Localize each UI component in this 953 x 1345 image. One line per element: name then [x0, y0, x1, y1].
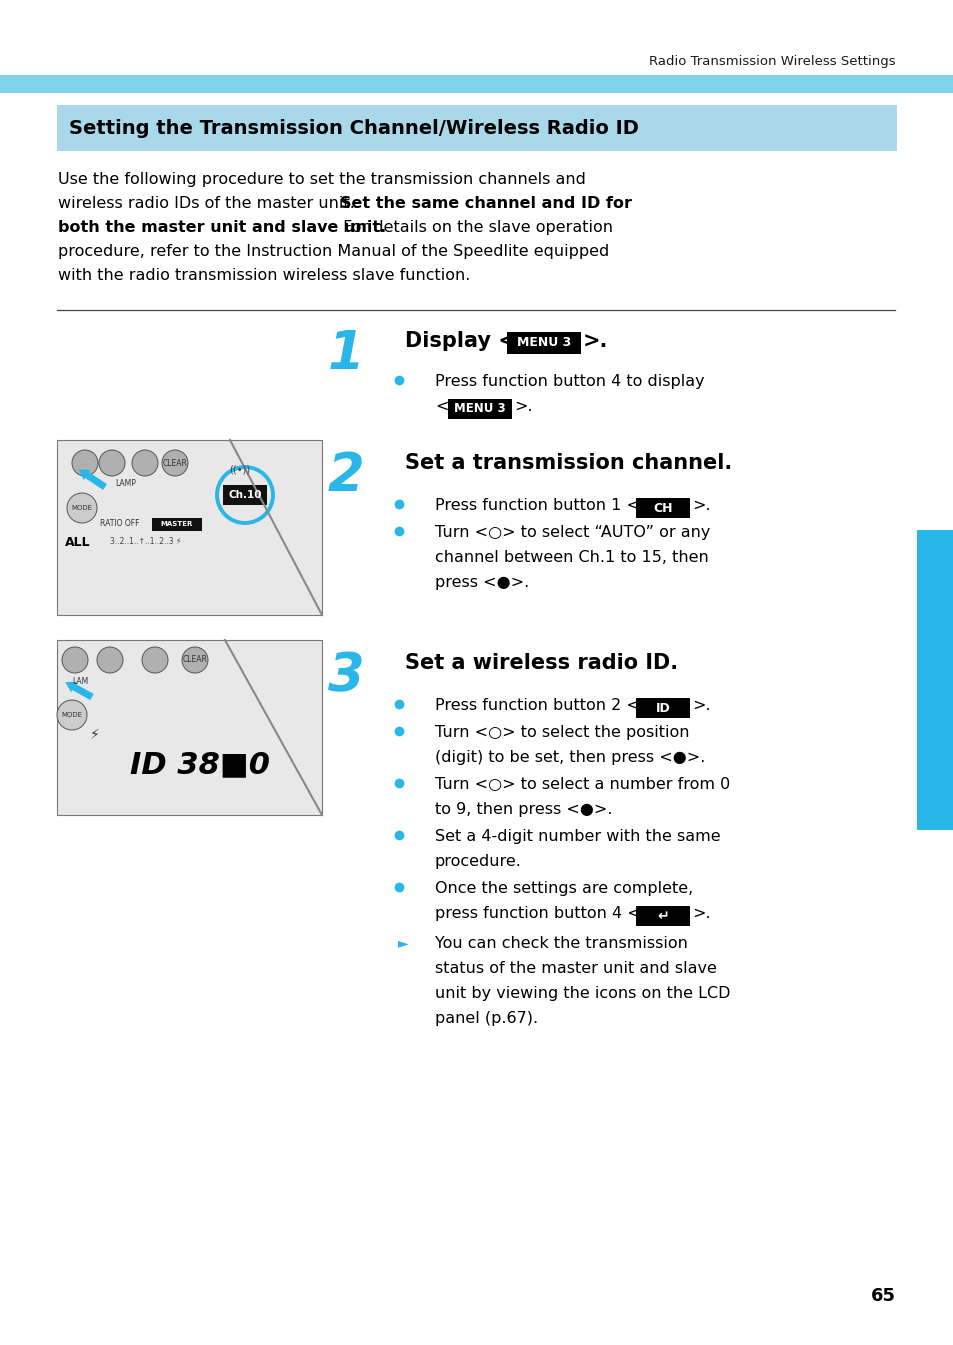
Text: both the master unit and slave unit.: both the master unit and slave unit. [58, 221, 386, 235]
Circle shape [97, 647, 123, 672]
Text: procedure.: procedure. [435, 854, 521, 869]
Text: channel between Ch.1 to 15, then: channel between Ch.1 to 15, then [435, 550, 708, 565]
Text: CH: CH [653, 502, 672, 515]
Text: 3: 3 [328, 650, 364, 702]
Text: ((•)): ((•)) [230, 465, 251, 475]
Circle shape [182, 647, 208, 672]
Text: ID: ID [655, 702, 670, 714]
Bar [916, 530, 953, 830]
Text: ⚡: ⚡ [90, 728, 100, 742]
Text: Ch.10: Ch.10 [228, 490, 261, 500]
Circle shape [99, 451, 125, 476]
Text: Use the following procedure to set the transmission channels and: Use the following procedure to set the t… [58, 172, 585, 187]
Text: unit by viewing the icons on the LCD: unit by viewing the icons on the LCD [435, 986, 730, 1001]
Text: >.: >. [691, 498, 710, 512]
Circle shape [71, 451, 98, 476]
Text: Set a transmission channel.: Set a transmission channel. [405, 453, 732, 473]
Text: >.: >. [514, 399, 532, 414]
Text: MENU 3: MENU 3 [454, 402, 505, 416]
FancyBboxPatch shape [636, 907, 689, 925]
Circle shape [132, 451, 158, 476]
Circle shape [162, 451, 188, 476]
Text: Turn <○> to select “AUTO” or any: Turn <○> to select “AUTO” or any [435, 525, 710, 539]
FancyBboxPatch shape [636, 498, 689, 518]
Circle shape [67, 494, 97, 523]
Text: >.: >. [691, 907, 710, 921]
Bar [57, 440, 322, 615]
Text: Set a 4-digit number with the same: Set a 4-digit number with the same [435, 829, 720, 845]
Text: ALL: ALL [65, 535, 91, 549]
Text: Set the same channel and ID for: Set the same channel and ID for [339, 196, 631, 211]
Circle shape [62, 647, 88, 672]
Text: Turn <○> to select the position: Turn <○> to select the position [435, 725, 689, 740]
Text: Set a wireless radio ID.: Set a wireless radio ID. [405, 654, 678, 672]
Text: 2: 2 [328, 451, 364, 502]
Text: For details on the slave operation: For details on the slave operation [337, 221, 613, 235]
Text: MODE: MODE [61, 712, 82, 718]
Text: MODE: MODE [71, 504, 92, 511]
Circle shape [57, 699, 87, 730]
Text: Press function button 2 <: Press function button 2 < [435, 698, 639, 713]
Text: >.: >. [582, 331, 608, 351]
Bar [0, 75, 953, 93]
Text: 1: 1 [328, 328, 364, 381]
FancyBboxPatch shape [636, 698, 689, 718]
Bar [57, 105, 896, 151]
FancyArrow shape [65, 682, 93, 699]
Text: Press function button 1 <: Press function button 1 < [435, 498, 639, 512]
Text: Radio Transmission Wireless Settings: Radio Transmission Wireless Settings [649, 55, 895, 69]
Text: Display <: Display < [405, 331, 516, 351]
Text: You can check the transmission: You can check the transmission [435, 936, 687, 951]
Text: panel (p.67).: panel (p.67). [435, 1011, 537, 1026]
Text: Setting the Transmission Channel/Wireless Radio ID: Setting the Transmission Channel/Wireles… [69, 118, 639, 137]
Bar [152, 518, 202, 531]
Text: MASTER: MASTER [161, 522, 193, 527]
Text: Once the settings are complete,: Once the settings are complete, [435, 881, 693, 896]
Text: Turn <○> to select a number from 0: Turn <○> to select a number from 0 [435, 777, 729, 792]
FancyBboxPatch shape [506, 332, 580, 354]
Text: ID 38■0: ID 38■0 [130, 751, 270, 780]
Text: press function button 4 <: press function button 4 < [435, 907, 640, 921]
Text: LAMP: LAMP [115, 480, 135, 488]
Text: (digit) to be set, then press <●>.: (digit) to be set, then press <●>. [435, 751, 704, 765]
Text: press <●>.: press <●>. [435, 576, 529, 590]
Text: ►: ► [397, 936, 408, 950]
Text: RATIO OFF: RATIO OFF [100, 519, 139, 529]
Circle shape [142, 647, 168, 672]
Text: <: < [435, 399, 448, 414]
Text: 3..2..1..↑..1..2..3 ⚡: 3..2..1..↑..1..2..3 ⚡ [110, 538, 181, 546]
Text: CLEAR: CLEAR [182, 655, 207, 664]
Text: status of the master unit and slave: status of the master unit and slave [435, 960, 716, 976]
Text: procedure, refer to the Instruction Manual of the Speedlite equipped: procedure, refer to the Instruction Manu… [58, 243, 609, 260]
Text: >.: >. [691, 698, 710, 713]
Text: wireless radio IDs of the master unit.: wireless radio IDs of the master unit. [58, 196, 359, 211]
Text: Press function button 4 to display: Press function button 4 to display [435, 374, 704, 389]
Text: LAM: LAM [71, 678, 89, 686]
Bar [57, 640, 322, 815]
Text: MENU 3: MENU 3 [517, 336, 571, 350]
Text: to 9, then press <●>.: to 9, then press <●>. [435, 802, 612, 816]
Text: ↵: ↵ [657, 909, 668, 923]
Bar [223, 486, 267, 504]
Text: with the radio transmission wireless slave function.: with the radio transmission wireless sla… [58, 268, 470, 282]
FancyArrow shape [78, 469, 107, 490]
Text: 65: 65 [870, 1287, 895, 1305]
Text: CLEAR: CLEAR [162, 459, 187, 468]
FancyBboxPatch shape [448, 399, 512, 420]
